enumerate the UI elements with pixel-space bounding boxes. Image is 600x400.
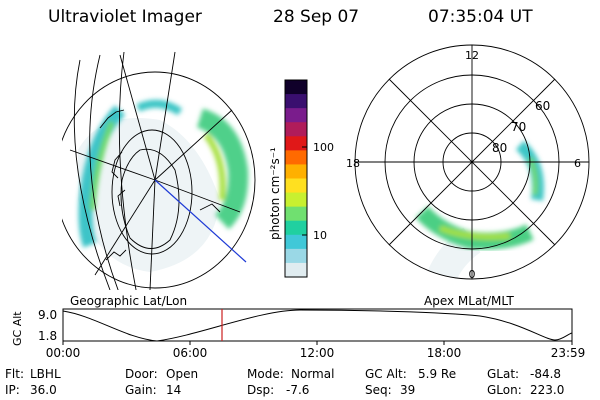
geographic-map [62, 51, 256, 290]
param-gain-val: 14 [166, 383, 182, 397]
param-glat-val: -84.8 [530, 367, 562, 381]
param-flt-key: Flt: [5, 367, 24, 381]
colorbar-cell [285, 234, 307, 250]
param-seq-val: 39 [400, 383, 416, 397]
timeline-ylabel: GC Alt [11, 311, 24, 346]
color-scale: 100 10 photon cm⁻²s⁻¹ [268, 79, 334, 278]
param-dsp-key: Dsp: [247, 383, 275, 397]
param-dsp-val: -7.6 [286, 383, 310, 397]
polar-plot: 12 18 6 0 60 70 80 [346, 44, 590, 281]
colorbar-cell [285, 108, 307, 123]
param-seq-key: Seq: [365, 383, 392, 397]
param-ip-key: IP: [5, 383, 20, 397]
colorbar-cell [285, 122, 307, 137]
param-glon-val: 223.0 [530, 383, 565, 397]
altitude-curve [62, 309, 573, 342]
mlt-label-18: 18 [346, 157, 360, 170]
mlt-label-12: 12 [465, 49, 479, 62]
ytick-9: 9.0 [38, 308, 57, 322]
auroral-oval-geographic [78, 99, 249, 248]
colorbar-cell [285, 178, 307, 194]
xtick-1800: 18:00 [427, 346, 462, 360]
instrument-title: Ultraviolet Imager [48, 7, 202, 27]
xtick-2359: 23:59 [551, 346, 586, 360]
param-mode-key: Mode: [247, 367, 284, 381]
colorbar-cell [285, 136, 307, 151]
xtick-0000: 00:00 [46, 346, 81, 360]
param-flt-val: LBHL [30, 367, 61, 381]
param-door-val: Open [166, 367, 199, 381]
ytick-1-8: 1.8 [38, 329, 57, 343]
colorbar-cell [285, 220, 307, 236]
right-panel-caption: Apex MLat/MLT [424, 294, 514, 308]
colorbar-cell [285, 262, 307, 278]
mlt-label-6: 6 [574, 157, 581, 170]
colorbar-cell [285, 94, 307, 109]
observation-date: 28 Sep 07 [273, 7, 360, 27]
param-ip-val: 36.0 [30, 383, 57, 397]
orbit-altitude-timeline: 9.0 1.8 GC Alt 00:00 06:00 12:00 18:00 2… [11, 308, 585, 360]
colorbar-tick-10: 10 [313, 229, 327, 242]
colorbar-cell [285, 192, 307, 208]
sun-direction-line [154, 179, 247, 263]
xtick-1200: 12:00 [300, 346, 335, 360]
xtick-0600: 06:00 [173, 346, 208, 360]
param-gain-key: Gain: [125, 383, 157, 397]
colorbar-unit: photon cm⁻²s⁻¹ [268, 147, 282, 240]
mlat-label-70: 70 [511, 120, 526, 134]
colorbar-cell [285, 206, 307, 222]
colorbar-cell [285, 80, 307, 95]
graticule [62, 51, 256, 290]
param-gcalt-key: GC Alt: [365, 367, 407, 381]
colorbar-cell [285, 150, 307, 166]
mlat-label-60: 60 [535, 99, 550, 113]
param-glon-key: GLon: [487, 383, 522, 397]
mlt-label-0: 0 [469, 268, 476, 281]
param-mode-val: Normal [291, 367, 335, 381]
coastlines [99, 109, 221, 261]
colorbar-cell [285, 164, 307, 180]
colorbar-tick-100: 100 [313, 141, 334, 154]
colorbar-cell [285, 248, 307, 264]
mlat-label-80: 80 [492, 141, 507, 155]
observation-time: 07:35:04 UT [428, 7, 533, 27]
param-gcalt-val: 5.9 Re [418, 367, 457, 381]
param-door-key: Door: [125, 367, 158, 381]
left-panel-caption: Geographic Lat/Lon [70, 294, 187, 308]
param-glat-key: GLat: [487, 367, 520, 381]
